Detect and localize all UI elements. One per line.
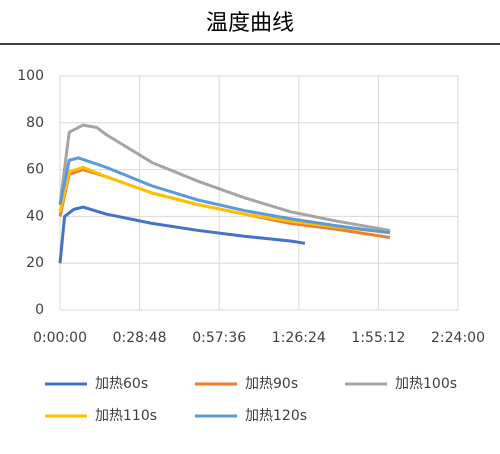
x-tick-label: 0:28:48 (113, 330, 167, 346)
legend-label: 加热100s (395, 376, 457, 392)
legend-label: 加热110s (95, 408, 157, 424)
legend-label: 加热120s (245, 408, 307, 424)
x-tick-label: 1:26:24 (272, 330, 326, 346)
y-tick-label: 40 (26, 208, 44, 224)
y-tick-label: 100 (17, 68, 44, 84)
chart-title: 温度曲线 (206, 11, 294, 36)
series-line (58, 205, 306, 264)
series-line (58, 156, 391, 235)
x-tick-label: 2:24:00 (431, 330, 485, 346)
x-tick-label: 0:57:36 (192, 330, 246, 346)
y-tick-label: 0 (35, 302, 44, 318)
legend-label: 加热60s (95, 376, 148, 392)
y-tick-label: 80 (26, 115, 44, 131)
series-line (58, 123, 391, 232)
y-tick-label: 60 (26, 162, 44, 178)
y-tick-label: 20 (26, 255, 44, 271)
x-tick-label: 0:00:00 (33, 330, 87, 346)
x-tick-label: 1:55:12 (351, 330, 405, 346)
series-line (58, 165, 391, 235)
legend-label: 加热90s (245, 376, 298, 392)
